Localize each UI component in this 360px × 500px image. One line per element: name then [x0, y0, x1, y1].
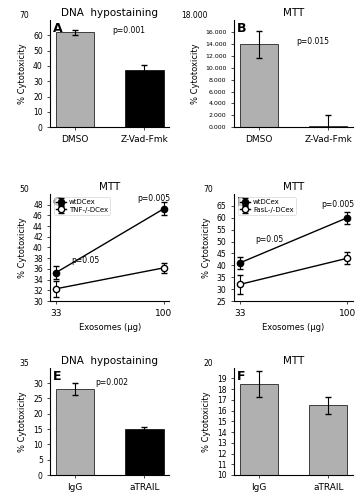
Text: D: D	[237, 196, 247, 209]
Bar	[56, 32, 94, 128]
Text: 35: 35	[19, 358, 29, 368]
Title: MTT: MTT	[99, 182, 120, 192]
Text: p=0.001: p=0.001	[112, 26, 145, 35]
Text: 20: 20	[203, 358, 213, 368]
Text: p=0.05: p=0.05	[72, 256, 100, 264]
Bar	[309, 405, 347, 500]
X-axis label: Exosomes (μg): Exosomes (μg)	[78, 324, 141, 332]
Title: DNA  hypostaining: DNA hypostaining	[61, 8, 158, 18]
Text: 50: 50	[19, 185, 29, 194]
Text: B: B	[237, 22, 246, 35]
Text: E: E	[53, 370, 61, 383]
Text: F: F	[237, 370, 245, 383]
Y-axis label: % Cytotoxicity: % Cytotoxicity	[18, 391, 27, 452]
Y-axis label: % Cytotoxicity: % Cytotoxicity	[190, 44, 199, 104]
Title: DNA  hypostaining: DNA hypostaining	[61, 356, 158, 366]
Legend: wtDCex, FasL-/-DCex: wtDCex, FasL-/-DCex	[238, 198, 296, 215]
Text: 18.000: 18.000	[182, 11, 208, 20]
Y-axis label: % Cytotoxicity: % Cytotoxicity	[18, 217, 27, 278]
Text: p=0.015: p=0.015	[296, 36, 329, 46]
Y-axis label: % Cytotoxicity: % Cytotoxicity	[202, 391, 211, 452]
Bar	[125, 429, 163, 475]
Text: 70: 70	[203, 185, 213, 194]
Bar	[309, 126, 347, 128]
Title: MTT: MTT	[283, 8, 304, 18]
Bar	[240, 44, 278, 128]
Text: 70: 70	[19, 11, 29, 20]
Text: p=0.005: p=0.005	[137, 194, 170, 203]
Bar	[56, 389, 94, 475]
Y-axis label: % Cytotoxicity: % Cytotoxicity	[202, 217, 211, 278]
X-axis label: Exosomes (μg): Exosomes (μg)	[262, 324, 325, 332]
Legend: wtDCex, TNF-/-DCex: wtDCex, TNF-/-DCex	[54, 198, 111, 215]
Bar	[125, 70, 163, 128]
Bar	[240, 384, 278, 500]
Title: MTT: MTT	[283, 182, 304, 192]
Text: A: A	[53, 22, 62, 35]
Title: MTT: MTT	[283, 356, 304, 366]
Text: p=0.005: p=0.005	[321, 200, 354, 208]
Text: C: C	[53, 196, 62, 209]
Y-axis label: % Cytotoxicity: % Cytotoxicity	[18, 44, 27, 104]
Text: p=0.002: p=0.002	[95, 378, 129, 387]
Text: p=0.05: p=0.05	[256, 235, 284, 244]
